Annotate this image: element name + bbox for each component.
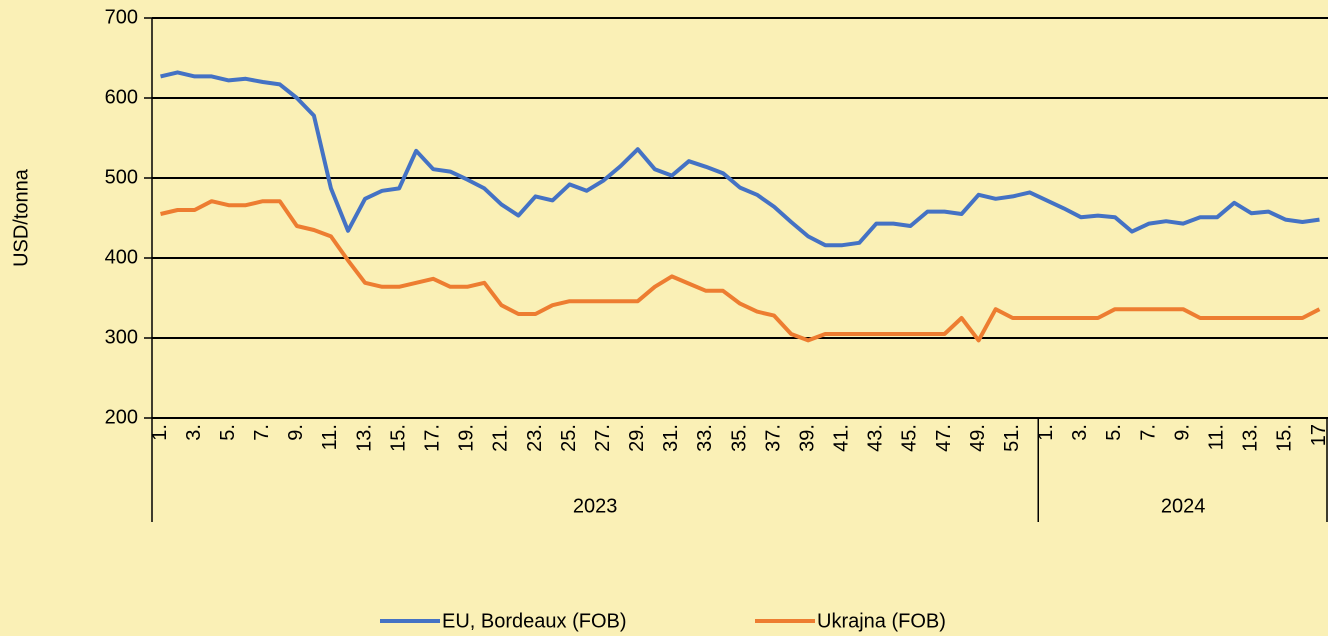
legend-label: EU, Bordeaux (FOB) bbox=[442, 610, 627, 632]
y-tick-label: 500 bbox=[105, 166, 138, 188]
x-tick-label: 1. bbox=[149, 424, 171, 441]
x-tick-label: 27. bbox=[592, 424, 614, 452]
x-tick-label: 35. bbox=[728, 424, 750, 452]
x-tick-label: 43. bbox=[865, 424, 887, 452]
x-tick-label: 9. bbox=[1171, 424, 1193, 441]
x-tick-label: 9. bbox=[285, 424, 307, 441]
x-tick-label: 39. bbox=[796, 424, 818, 452]
x-tick-label: 5. bbox=[217, 424, 239, 441]
x-tick-label: 3. bbox=[183, 424, 205, 441]
x-tick-label: 15. bbox=[1274, 424, 1296, 452]
x-tick-label: 1. bbox=[1035, 424, 1057, 441]
y-tick-label: 700 bbox=[105, 6, 138, 28]
x-tick-label: 11. bbox=[1205, 424, 1227, 450]
x-tick-label: 15. bbox=[387, 424, 409, 452]
y-tick-label: 400 bbox=[105, 246, 138, 268]
x-tick-label: 47. bbox=[933, 424, 955, 452]
series-line bbox=[160, 70, 1320, 248]
x-tick-label: 41. bbox=[831, 424, 853, 452]
x-tick-label: 7. bbox=[251, 424, 273, 441]
x-tick-label: 31. bbox=[660, 424, 682, 452]
x-tick-label: 37. bbox=[762, 424, 784, 452]
x-tick-label: 7. bbox=[1137, 424, 1159, 441]
x-tick-label: 21. bbox=[490, 424, 512, 452]
x-tick-label: 13. bbox=[1240, 424, 1262, 452]
x-tick-label: 51. bbox=[1001, 424, 1023, 452]
x-tick-label: 23. bbox=[524, 424, 546, 452]
x-tick-label: 19. bbox=[456, 424, 478, 452]
group-label: 2024 bbox=[1161, 495, 1206, 517]
series-line bbox=[160, 199, 1321, 343]
y-axis-label: USD/tonna bbox=[10, 168, 32, 267]
x-tick-label: 33. bbox=[694, 424, 716, 452]
x-tick-label: 3. bbox=[1069, 424, 1091, 441]
x-tick-label: 17 bbox=[1308, 424, 1328, 446]
x-tick-label: 25. bbox=[558, 424, 580, 452]
y-tick-label: 300 bbox=[105, 326, 138, 348]
x-tick-label: 17. bbox=[421, 424, 443, 452]
x-tick-label: 13. bbox=[353, 424, 375, 452]
y-tick-label: 200 bbox=[105, 406, 138, 428]
y-tick-label: 600 bbox=[105, 86, 138, 108]
x-tick-label: 11. bbox=[319, 424, 341, 450]
x-tick-label: 49. bbox=[967, 424, 989, 452]
x-tick-label: 45. bbox=[899, 424, 921, 452]
group-label: 2023 bbox=[573, 495, 618, 517]
x-tick-label: 5. bbox=[1103, 424, 1125, 441]
legend-label: Ukrajna (FOB) bbox=[817, 610, 946, 632]
x-tick-label: 29. bbox=[626, 424, 648, 452]
